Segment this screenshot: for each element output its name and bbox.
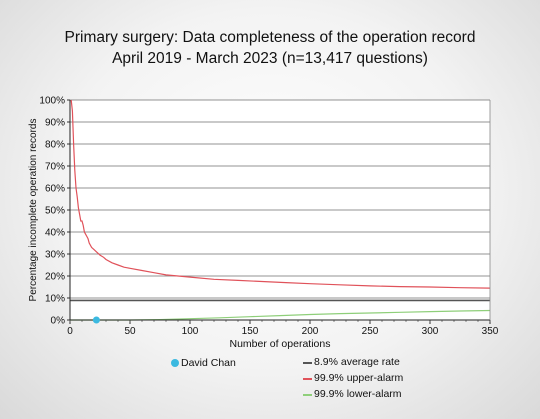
legend-marker-upper-alarm [303, 378, 312, 380]
x-axis-label: Number of operations [230, 338, 331, 350]
y-tick-label: 0% [51, 316, 66, 327]
y-tick-label: 90% [45, 118, 65, 129]
y-tick-label: 10% [45, 294, 65, 305]
x-tick-label: 250 [362, 326, 379, 337]
y-tick-label: 100% [39, 96, 65, 107]
legend-label-average: 8.9% average rate [314, 356, 400, 368]
x-tick-label: 350 [482, 326, 499, 337]
y-axis-label: Percentage incomplete operation records [28, 119, 39, 302]
series-line-upper-alarm [70, 99, 491, 289]
legend-marker-average [303, 362, 312, 364]
x-tick-label: 200 [302, 326, 319, 337]
legend-marker-david-chan [171, 359, 179, 367]
legend-label-upper-alarm: 99.9% upper-alarm [314, 372, 404, 384]
y-tick-label: 70% [45, 162, 65, 173]
y-tick-label: 30% [45, 250, 65, 261]
y-tick-label: 80% [45, 140, 65, 151]
chart-subtitle: April 2019 - March 2023 (n=13,417 questi… [112, 50, 428, 67]
x-tick-label: 300 [422, 326, 439, 337]
x-tick-label: 50 [124, 326, 136, 337]
y-tick-label: 40% [45, 228, 65, 239]
y-tick-label: 20% [45, 272, 65, 283]
chart-title: Primary surgery: Data completeness of th… [64, 29, 476, 46]
y-tick-label: 50% [45, 206, 65, 217]
legend-label-lower-alarm: 99.9% lower-alarm [314, 388, 402, 400]
legend-marker-lower-alarm [303, 394, 312, 396]
x-tick-label: 100 [182, 326, 199, 337]
x-tick-label: 150 [242, 326, 259, 337]
x-tick-label: 0 [67, 326, 73, 337]
data-point-david-chan [92, 316, 100, 324]
y-tick-label: 60% [45, 184, 65, 195]
legend-label-david-chan: David Chan [181, 357, 236, 369]
